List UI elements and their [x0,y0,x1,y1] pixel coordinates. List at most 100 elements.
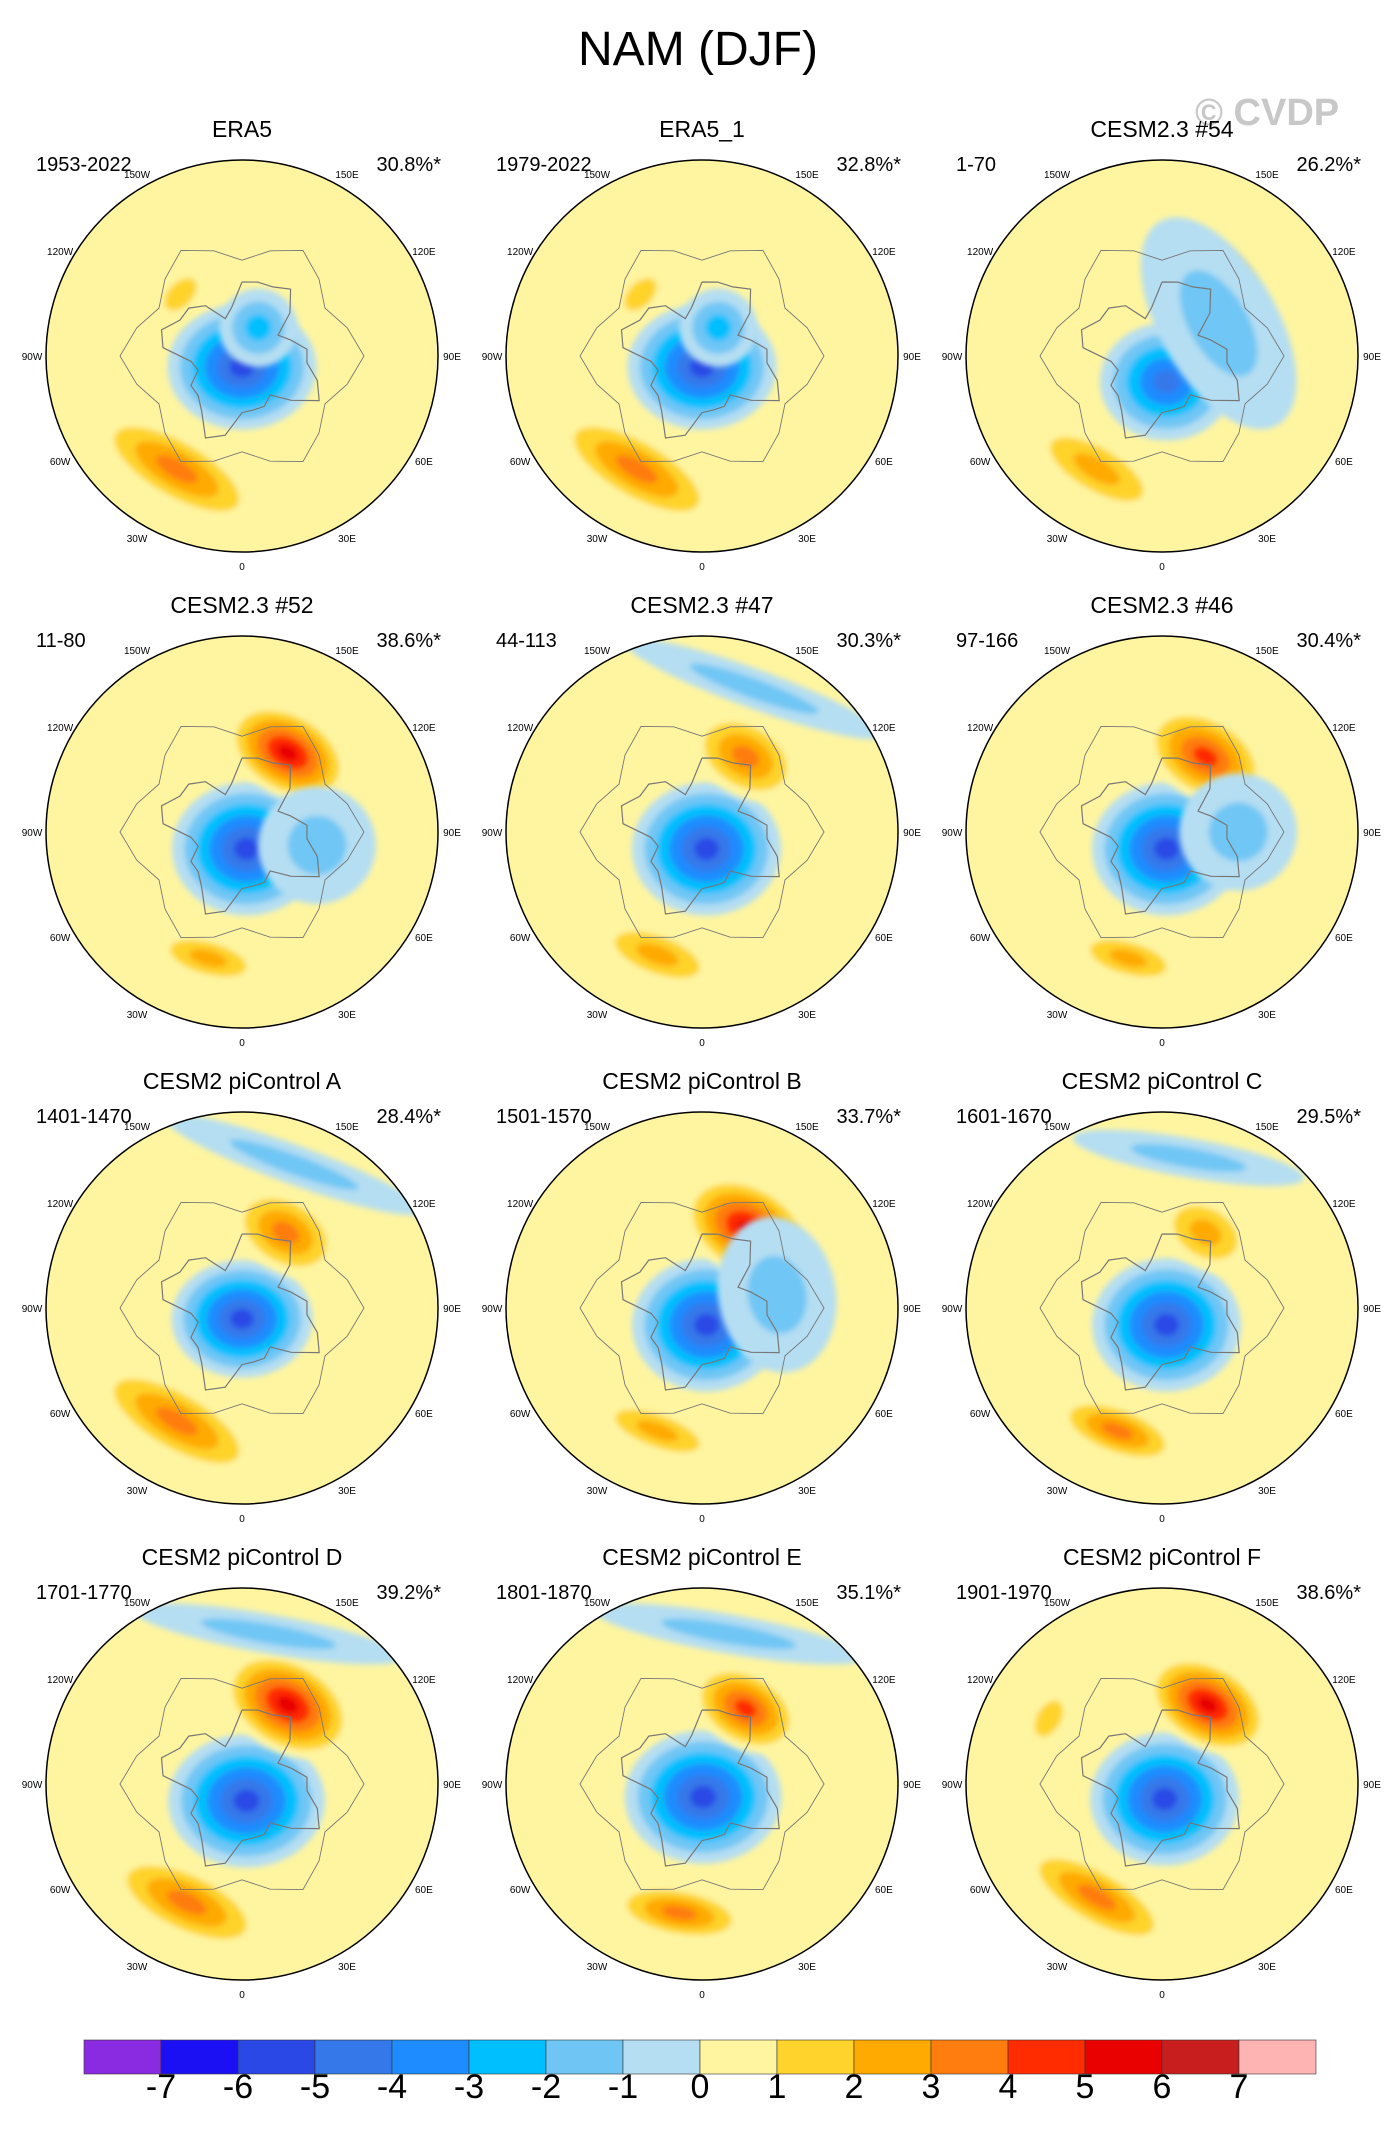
longitude-label: 60W [970,1409,991,1420]
longitude-label: 30W [127,1486,148,1497]
coast-line [620,281,780,439]
longitude-label: 0 [699,1514,705,1525]
anomaly-field [966,1588,1358,1980]
anomaly-field [506,1588,898,1980]
longitude-label: 30E [798,1962,816,1973]
panel-period: 11-80 [36,630,86,652]
longitude-label: 30W [587,1486,608,1497]
polar-map: 180150E120E90E60E30E030W60W90W120W150W [942,1587,1381,2001]
longitude-label: 150E [335,170,359,181]
longitude-label: 30E [1258,1010,1276,1021]
longitude-label: 90W [22,1780,43,1791]
panel-variance: 30.8%* [376,154,442,176]
longitude-label: 90E [903,1780,921,1791]
longitude-label: 90W [942,1780,963,1791]
longitude-label: 90W [22,828,43,839]
longitude-label: 120W [47,1675,74,1686]
contour-band [155,1407,198,1436]
polar-map: 180150E120E90E60E30E030W60W90W120W150W [482,159,921,573]
longitude-label: 90E [903,352,921,363]
map-boundary [505,635,899,1029]
longitude-label: 0 [1159,1990,1165,2001]
anomaly-field [966,160,1358,552]
longitude-label: 60W [510,933,531,944]
map-boundary [45,1111,439,1505]
colorbar-bin [468,2039,547,2075]
longitude-label: 60E [875,1409,893,1420]
contour-band [1154,837,1179,860]
longitude-label: 30W [127,534,148,545]
anomaly-center [93,413,261,526]
anomaly-center [1179,773,1298,891]
contour-band [230,1309,254,1329]
longitude-label: 90W [22,352,43,363]
anomaly-center [219,288,298,367]
longitude-label: 30W [127,1962,148,1973]
longitude-label: 120E [1332,1675,1356,1686]
colorbar-tick-label: 3 [921,2068,941,2106]
colorbar-bin [1007,2039,1086,2075]
longitude-label: 150E [335,646,359,657]
coastline [579,1201,825,1415]
map-boundary [965,159,1359,553]
longitude-label: 120W [47,247,74,258]
contour-band [233,1789,260,1812]
colorbar [83,2039,1317,2075]
longitude-label: 150W [124,646,151,657]
colorbar-tick-label: 7 [1229,2068,1249,2106]
coast-line [119,249,365,463]
panel-period: 1401-1470 [36,1106,132,1128]
map-boundary [45,159,439,553]
colorbar-tick-label: 6 [1152,2068,1172,2106]
longitude-label: 30W [587,1962,608,1973]
panel-title: CESM2 piControl B [602,1068,802,1094]
longitude-label: 150W [584,1122,611,1133]
longitude-label: 150W [124,1122,151,1133]
longitude-label: 150W [1044,1122,1071,1133]
longitude-label: 60E [1335,1409,1353,1420]
coastline [579,249,825,463]
anomaly-field [506,1112,898,1504]
longitude-label: 30W [1047,1010,1068,1021]
longitude-label: 0 [1159,1038,1165,1049]
panel-variance: 30.3%* [836,630,902,652]
longitude-label: 150W [124,1598,151,1609]
coast-line [1039,249,1285,463]
longitude-label: 30W [587,534,608,545]
longitude-label: 90W [942,352,963,363]
polar-map: 180150E120E90E60E30E030W60W90W120W150W [482,1111,921,1525]
longitude-label: 120E [872,1675,896,1686]
map-panel: CESM2 piControl D1701-177039.2%*180150E1… [12,1544,472,2024]
anomaly-center [594,1399,721,1463]
longitude-label: 120W [967,1199,994,1210]
colorbar-bin [1238,2039,1317,2075]
longitude-label: 30W [1047,534,1068,545]
cvdp-watermark: © CVDP [1195,92,1340,134]
panel-period: 97-166 [956,630,1019,652]
longitude-label: 120W [47,1199,74,1210]
longitude-label: 30E [338,534,356,545]
coast-line [1080,1709,1240,1867]
panel-title: CESM2.3 #46 [1090,592,1234,618]
colorbar-bin [1084,2039,1163,2075]
coast-line [160,757,320,915]
colorbar-tick-label: -4 [376,2068,408,2106]
longitude-label: 120W [507,247,534,258]
longitude-label: 60W [50,933,71,944]
longitude-label: 120E [1332,247,1356,258]
map-panel: ERA51953-202230.8%*180150E120E90E60E30E0… [12,116,472,596]
anomaly-center [1026,421,1167,517]
panel-variance: 26.2%* [1296,154,1362,176]
anomaly-center [632,782,781,916]
longitude-label: 30E [1258,1486,1276,1497]
longitude-label: 150W [584,170,611,181]
coastline [1039,725,1285,939]
panel-period: 1-70 [956,154,997,176]
longitude-label: 120E [412,1675,436,1686]
longitude-label: 150E [1255,1598,1279,1609]
contour-band [1130,1143,1247,1172]
colorbar-bin [314,2039,393,2075]
contour-band [271,1221,300,1244]
longitude-label: 0 [239,1038,245,1049]
contour-band [200,1618,337,1650]
